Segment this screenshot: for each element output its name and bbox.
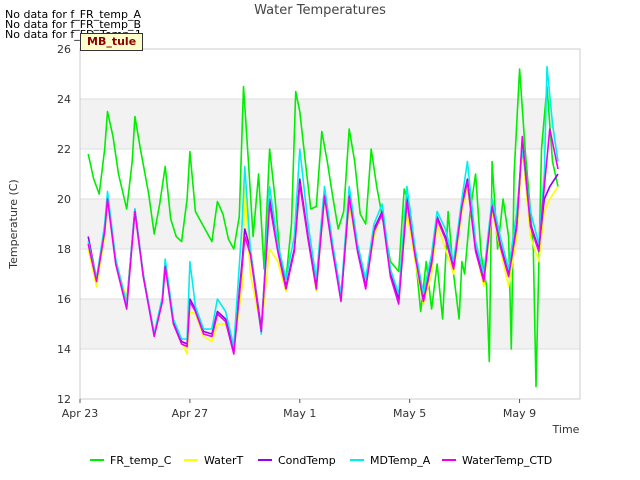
legend-label: CondTemp [278, 454, 336, 467]
x-tick-label: May 5 [393, 407, 426, 420]
x-tick-label: May 9 [503, 407, 536, 420]
legend-label: WaterTemp_CTD [462, 454, 553, 467]
y-tick-label: 22 [57, 143, 71, 156]
y-tick-label: 24 [57, 93, 71, 106]
chart-legend: FR_temp_C WaterT CondTemp MDTemp_A WaterTemp… [0, 452, 640, 470]
y-axis-label: Temperature (C) [7, 179, 20, 269]
chart-title: Water Temperatures [254, 3, 386, 18]
legend-item: WaterTemp_CTD [442, 452, 552, 470]
legend-swatch [350, 459, 364, 461]
x-tick-label: Apr 27 [172, 407, 209, 420]
x-axis-label: Time [552, 423, 580, 436]
y-tick-label: 26 [57, 43, 71, 56]
series-lines [87, 65, 559, 388]
legend-label: WaterT [204, 454, 244, 467]
legend-label: MDTemp_A [370, 454, 431, 467]
legend-swatch [442, 459, 456, 461]
legend-swatch [184, 459, 198, 461]
y-tick-label: 14 [57, 343, 71, 356]
series-line-fr-temp-c [87, 68, 559, 388]
no-data-message-2: No data for f_FR_temp_B [5, 18, 142, 31]
x-tick-label: Apr 23 [62, 407, 99, 420]
series-line-mdtemp-a [87, 65, 559, 348]
site-badge: MB_tule [80, 33, 144, 51]
legend-label: FR_temp_C [110, 454, 172, 467]
y-tick-label: 12 [57, 393, 71, 406]
legend-swatch [90, 459, 104, 461]
legend-item: WaterT [184, 452, 243, 470]
legend-item: FR_temp_C [90, 452, 171, 470]
no-data-message-1: No data for f_FR_temp_A [5, 8, 141, 21]
legend-swatch [258, 459, 272, 461]
legend-item: CondTemp [258, 452, 336, 470]
no-data-message-3: No data for f_FD_Temp_1 [5, 28, 142, 41]
legend-item: MDTemp_A [350, 452, 430, 470]
y-axis-ticks: 12 14 16 18 20 22 24 26 [57, 43, 71, 406]
y-tick-label: 20 [57, 193, 71, 206]
grid-band [80, 299, 580, 349]
grid-band [80, 99, 580, 149]
y-tick-label: 16 [57, 293, 71, 306]
series-line-watertemp-ctd [87, 128, 559, 355]
y-tick-label: 18 [57, 243, 71, 256]
x-tick-label: May 1 [283, 407, 316, 420]
plot-frame [79, 48, 581, 400]
x-axis-ticks: Apr 23 Apr 27 May 1 May 5 May 9 [62, 399, 536, 420]
